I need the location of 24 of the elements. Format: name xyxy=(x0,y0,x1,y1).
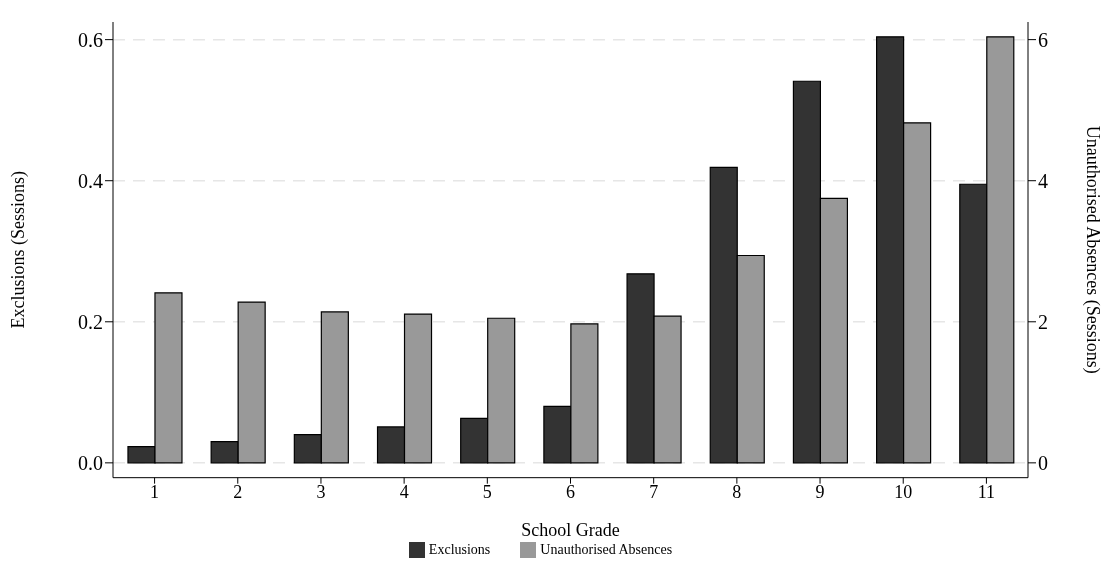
x-tick-label: 7 xyxy=(649,482,659,503)
legend-label: Exclusions xyxy=(428,541,491,557)
x-tick-label: 10 xyxy=(894,482,913,503)
x-tick-label: 11 xyxy=(977,482,996,503)
x-tick-label: 6 xyxy=(566,482,575,503)
x-tick-label: 3 xyxy=(316,482,326,503)
x-tick-label: 2 xyxy=(233,482,243,503)
y2-tick-label: 2 xyxy=(1038,310,1048,333)
y-tick-label: 0.6 xyxy=(78,28,103,51)
y2-tick-label: 6 xyxy=(1038,28,1048,51)
y-tick-label: 0.4 xyxy=(78,169,103,192)
x-tick-label: 4 xyxy=(399,482,409,503)
x-tick-label: 1 xyxy=(150,482,160,503)
legend-label: Unauthorised Absences xyxy=(540,541,673,557)
y2-axis-title: Unauthorised Absences (Sessions) xyxy=(1081,125,1103,374)
x-axis-title: School Grade xyxy=(521,519,620,540)
x-tick-label: 8 xyxy=(732,482,742,503)
x-tick-label: 5 xyxy=(482,482,492,503)
y2-tick-label: 0 xyxy=(1038,451,1048,474)
x-tick-label: 9 xyxy=(815,482,825,503)
y2-tick-label: 4 xyxy=(1038,169,1048,192)
y-tick-label: 0.2 xyxy=(78,310,103,333)
y-axis-title: Exclusions (Sessions) xyxy=(8,171,30,329)
y-tick-label: 0.0 xyxy=(78,451,103,474)
